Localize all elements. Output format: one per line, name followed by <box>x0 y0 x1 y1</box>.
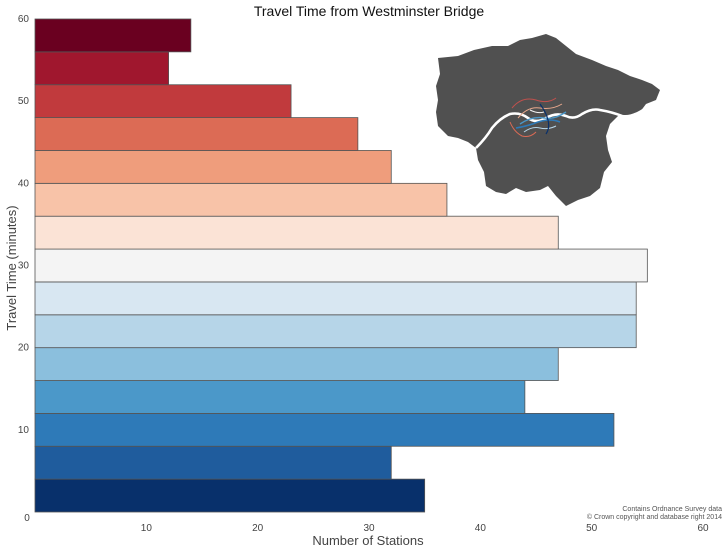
chart-title: Travel Time from Westminster Bridge <box>254 3 484 19</box>
y-tick-label: 40 <box>18 178 30 189</box>
y-tick-label: 60 <box>18 14 30 25</box>
bar-48-52-min <box>34 84 292 118</box>
x-tick-label: 60 <box>697 523 709 534</box>
bar-16-20-min <box>34 347 559 381</box>
x-tick-labels: 0 10 20 30 40 50 60 <box>24 513 709 534</box>
x-tick-label: 10 <box>141 523 153 534</box>
bar-32-36-min <box>34 215 559 250</box>
bar-24-28-min <box>34 281 637 316</box>
x-tick-label: 40 <box>475 523 487 534</box>
london-inset-map <box>436 34 660 206</box>
x-tick-label: 20 <box>252 523 264 534</box>
y-axis-label: Travel Time (minutes) <box>4 205 19 330</box>
bars-group <box>34 18 648 513</box>
y-tick-label: 20 <box>18 343 30 354</box>
thames-river-line <box>475 106 647 149</box>
credit-line-2: © Crown copyright and database right 201… <box>587 513 722 521</box>
bar-4-8-min <box>34 445 392 480</box>
bar-36-40-min <box>34 182 448 217</box>
bar-28-32-min <box>34 248 648 283</box>
bar-44-48-min <box>34 117 359 151</box>
bar-52-56-min <box>34 51 170 86</box>
bar-56-60-min <box>34 18 192 53</box>
x-tick-label: 30 <box>363 523 375 534</box>
x-tick-label: 50 <box>586 523 598 534</box>
bar-20-24-min <box>34 314 637 349</box>
y-tick-labels: 10 20 30 40 50 60 <box>18 14 30 436</box>
y-tick-label: 50 <box>18 96 30 107</box>
x-axis-label: Number of Stations <box>312 533 424 548</box>
bar-0-4-min <box>34 478 426 513</box>
y-tick-label: 10 <box>18 425 30 436</box>
x-tick-label: 0 <box>24 513 30 524</box>
y-tick-label: 30 <box>18 261 30 272</box>
bar-12-16-min <box>34 380 526 414</box>
credit-line-1: Contains Ordnance Survey data <box>622 506 722 513</box>
station-route-lines <box>509 97 567 137</box>
bar-8-12-min <box>34 412 615 447</box>
bar-40-44-min <box>34 150 392 184</box>
